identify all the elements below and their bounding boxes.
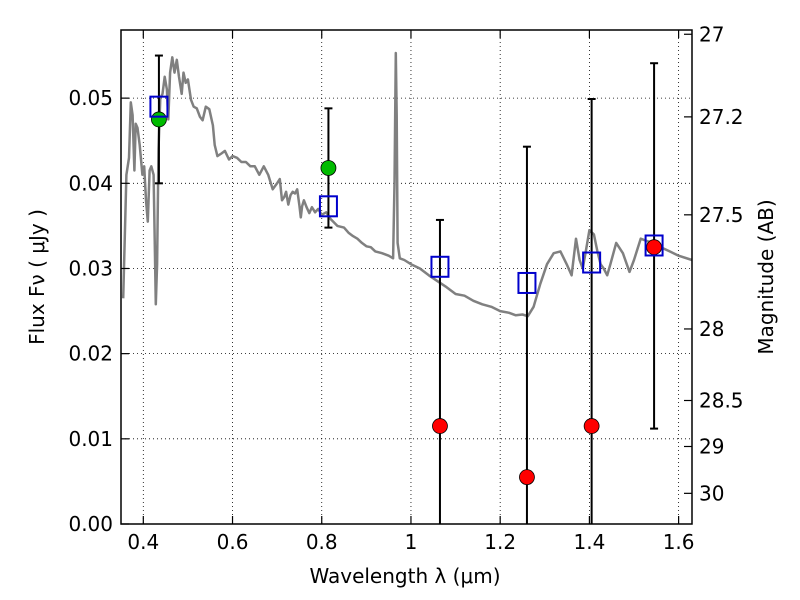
model-photometry-square [644, 234, 664, 257]
x-tick-label: 1.4 [573, 530, 605, 554]
red-data-point [646, 239, 662, 256]
y-axis-label: Flux Fν ( μJy ) [25, 209, 49, 345]
x-tick-label: 0.4 [127, 530, 159, 554]
right-tick-label: 28.5 [699, 389, 744, 413]
right-tick-label: 29 [699, 434, 724, 458]
right-axis-label: Magnitude (AB) [754, 199, 778, 354]
axes [120, 29, 693, 525]
model-photometry-square [318, 195, 338, 218]
red-data-point [519, 469, 535, 486]
x-tick-label: 0.6 [217, 530, 249, 554]
right-tick-label: 30 [699, 481, 724, 505]
green-data-point [320, 160, 337, 176]
right-tick-label: 28 [699, 317, 724, 341]
y-tick-label: 0.00 [68, 512, 113, 536]
y-tick-label: 0.05 [68, 86, 113, 110]
model-sed-line [121, 51, 693, 318]
right-tick-label: 27.2 [699, 105, 744, 129]
x-axis-label: Wavelength λ (μm) [309, 564, 500, 588]
model-photometry-square [149, 95, 169, 118]
red-data-point [583, 418, 600, 434]
tick-labels: 0.4 0.6 0.8 1 1.2 1.4 1.6 0.00 0.01 0.02 0.03 0.04 0… [68, 22, 743, 554]
y-tick-label: 0.02 [68, 342, 113, 366]
x-tick-label: 0.8 [306, 530, 338, 554]
y-tick-label: 0.01 [68, 427, 113, 451]
x-tick-label: 1 [405, 530, 418, 554]
x-tick-label: 1.6 [663, 530, 695, 554]
data-series [121, 51, 693, 524]
red-data-point [432, 418, 448, 434]
plot-frame [120, 29, 693, 525]
model-photometry-square [517, 271, 537, 294]
y-tick-label: 0.04 [68, 171, 113, 195]
grid-lines [121, 30, 692, 524]
x-tick-label: 1.2 [484, 530, 516, 554]
model-photometry-square [430, 255, 450, 278]
model-photometry-square [582, 251, 602, 274]
right-tick-label: 27 [699, 22, 724, 46]
right-tick-label: 27.5 [699, 203, 744, 227]
y-tick-label: 0.03 [68, 256, 113, 280]
green-data-point [151, 111, 167, 128]
